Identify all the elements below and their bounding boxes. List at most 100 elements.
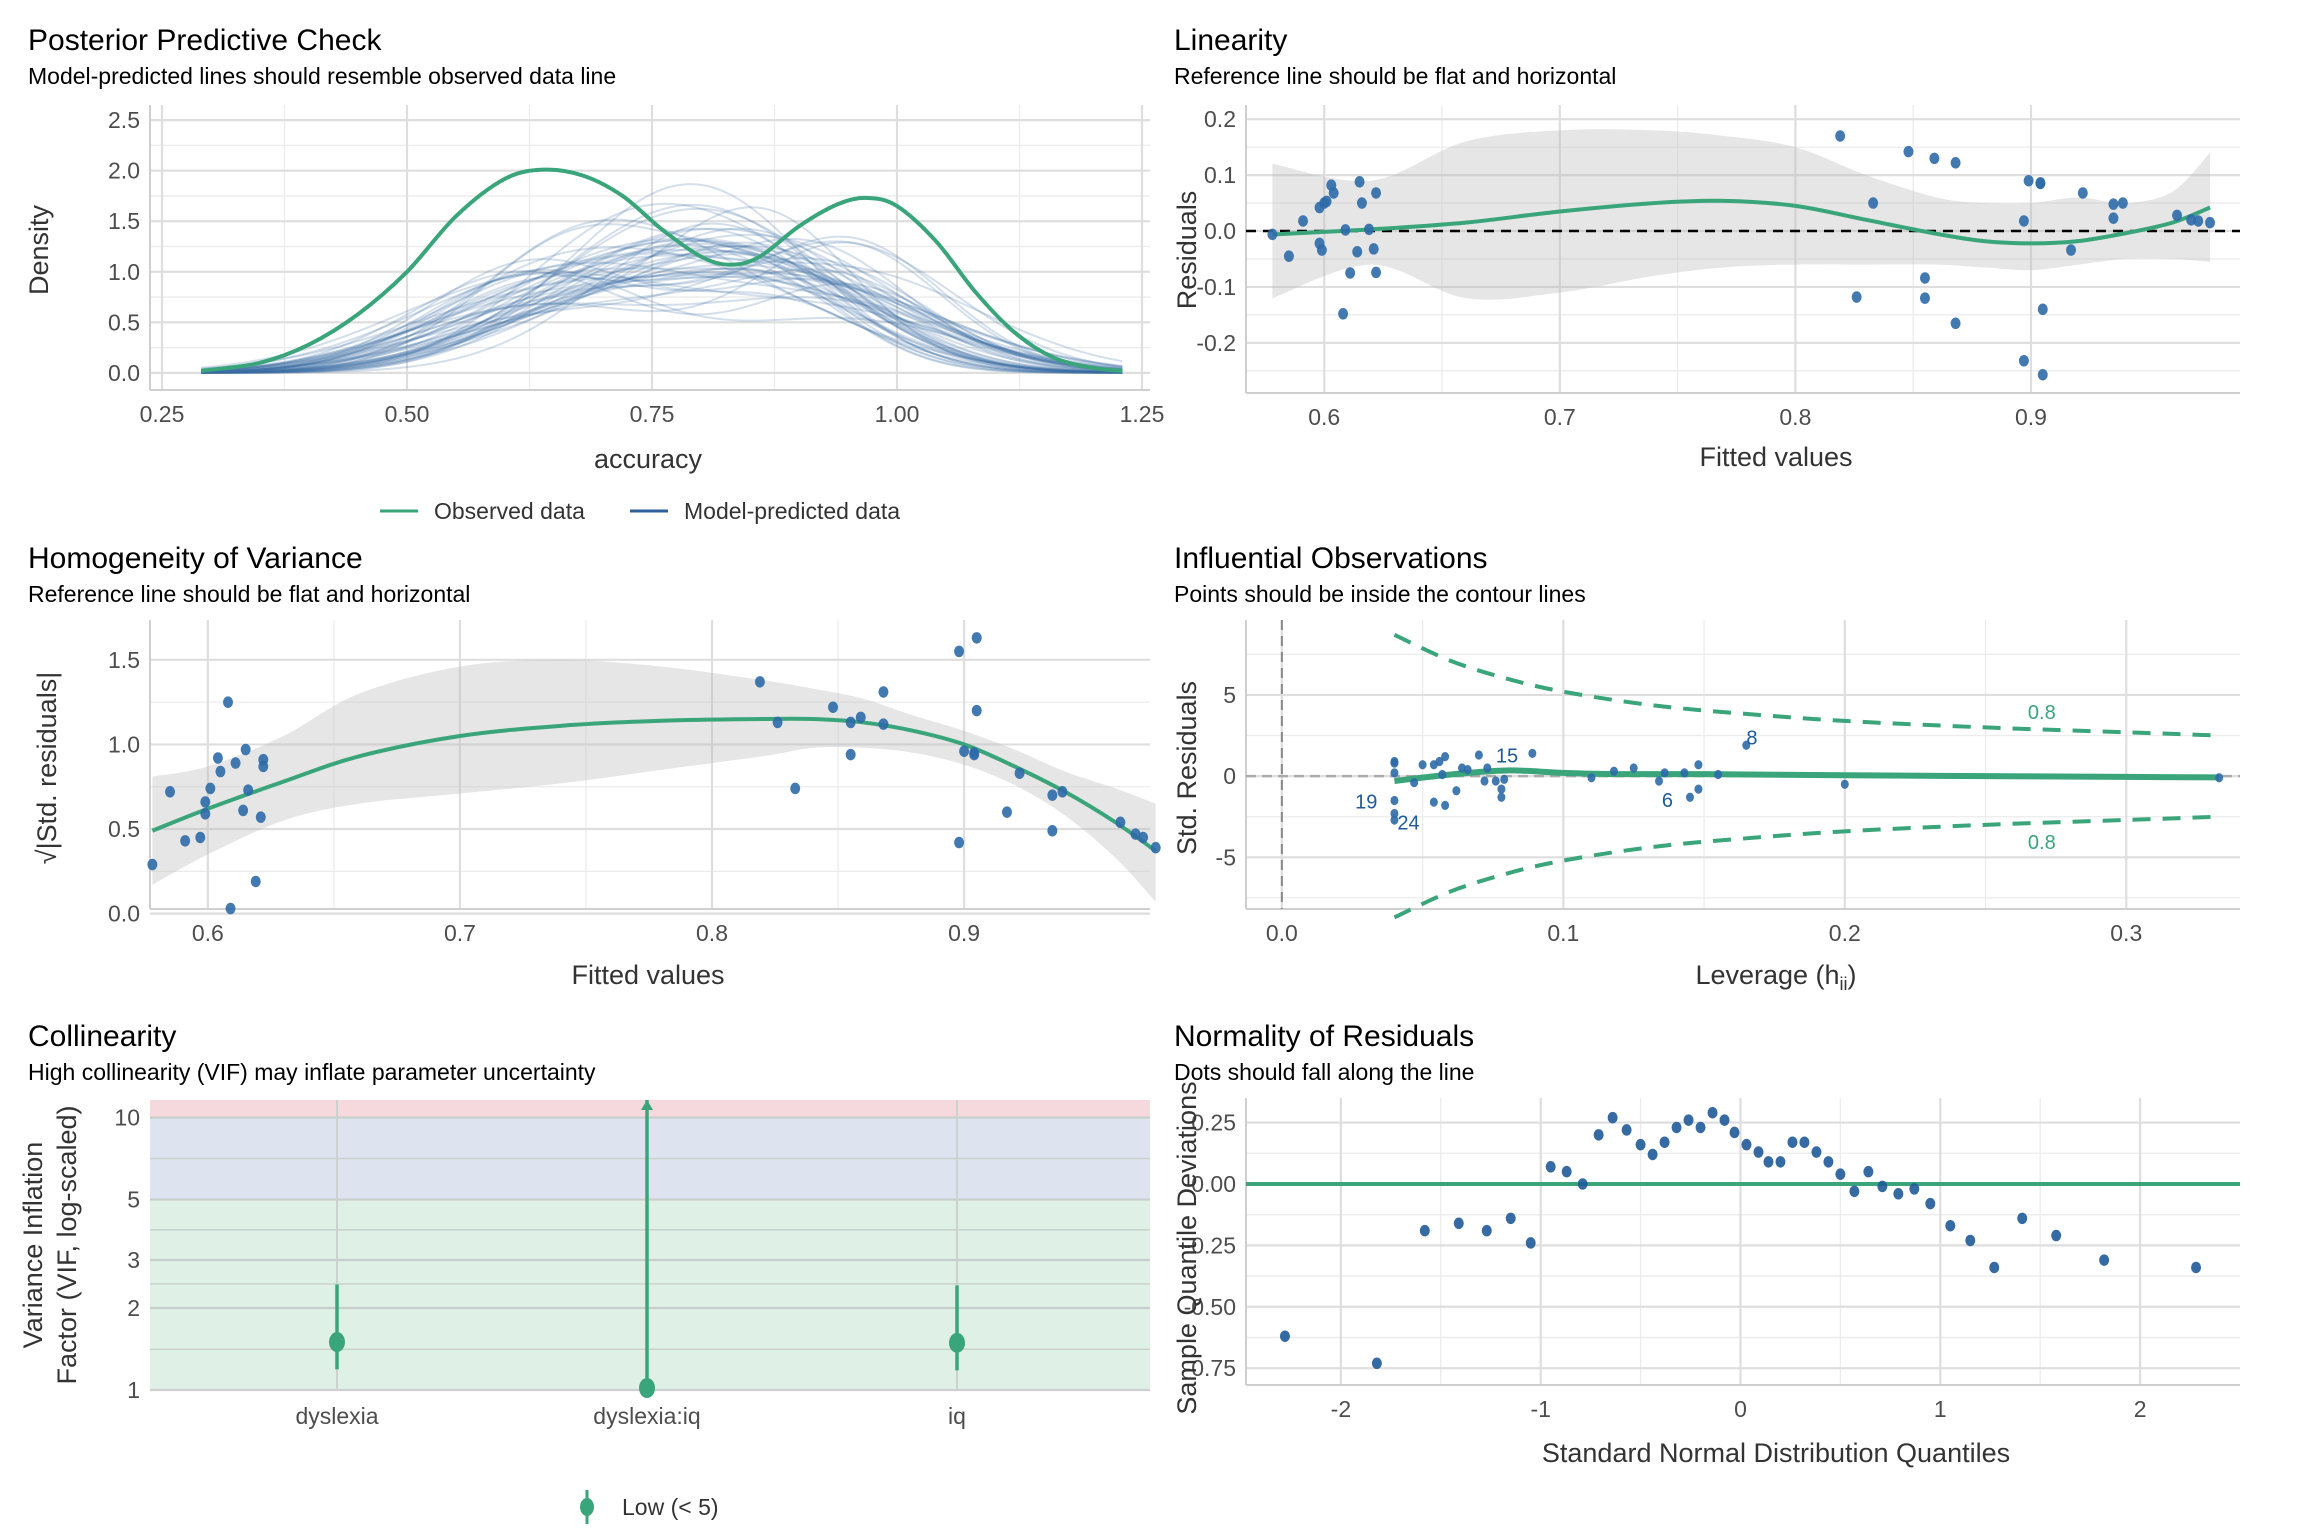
- ppc-predicted-line: [201, 246, 1123, 374]
- homogeneity-data-point: [215, 765, 226, 778]
- ppc-predicted-line: [201, 252, 1123, 374]
- influential-y-tick-label: 5: [1223, 682, 1236, 708]
- homogeneity-data-point: [1150, 841, 1161, 854]
- ppc-predicted-line: [201, 268, 1123, 373]
- panel-homogeneity: Homogeneity of Variance Reference line s…: [28, 542, 1161, 990]
- normality-plot: -2 -1 0 1 2 -0.75 -0.50 -0.25 0.00 0.25: [1184, 1098, 2240, 1422]
- linearity-data-point: [1371, 187, 1382, 199]
- influential-contour-label-lower: 0.8: [2028, 832, 2056, 854]
- influential-y-tick-label: -5: [1216, 844, 1236, 870]
- linearity-data-point: [1328, 187, 1339, 199]
- influential-data-point: [1694, 784, 1703, 794]
- ppc-y-tick-label: 1.0: [108, 259, 140, 285]
- normality-data-point: [1647, 1148, 1658, 1161]
- normality-data-point: [1577, 1178, 1588, 1190]
- ppc-predicted-line: [201, 244, 1123, 374]
- linearity-data-point: [2193, 215, 2204, 227]
- influential-x-tick-label: 0.1: [1547, 920, 1579, 946]
- normality-data-point: [1481, 1224, 1492, 1237]
- influential-data-point: [1390, 795, 1399, 806]
- linearity-data-point: [1340, 224, 1351, 236]
- influential-data-point: [1390, 758, 1399, 768]
- ppc-predicted-line: [201, 237, 1123, 374]
- influential-x-axis-label: Leverage (hii): [1695, 960, 1856, 994]
- ppc-predicted-lines: [201, 183, 1123, 374]
- linearity-x-tick-label: 0.9: [2015, 404, 2047, 430]
- ppc-predicted-line: [201, 183, 1123, 374]
- ppc-predicted-line: [201, 227, 1123, 374]
- ppc-predicted-line: [201, 222, 1123, 374]
- normality-data-point: [1877, 1180, 1888, 1193]
- ppc-predicted-line: [201, 274, 1123, 374]
- linearity-data-point: [2037, 303, 2048, 316]
- homogeneity-data-point: [1047, 824, 1058, 837]
- ppc-predicted-line: [201, 227, 1123, 374]
- normality-data-point: [1635, 1138, 1646, 1151]
- homogeneity-data-point: [1138, 831, 1149, 844]
- linearity-y-tick-label: 0.2: [1204, 106, 1236, 132]
- linearity-data-point: [1919, 272, 1930, 284]
- homogeneity-data-point: [959, 745, 970, 757]
- ppc-predicted-line: [201, 258, 1123, 374]
- linearity-title: Linearity: [1174, 24, 1287, 57]
- influential-data-point: [1410, 778, 1419, 788]
- linearity-data-point: [2108, 212, 2119, 224]
- ppc-predicted-line: [201, 253, 1123, 374]
- ppc-y-tick-label: 2.5: [108, 107, 140, 133]
- ppc-predicted-line: [201, 242, 1123, 374]
- linearity-data-point: [1356, 197, 1367, 209]
- ppc-x-tick-label: 0.75: [630, 401, 675, 427]
- ppc-y-tick-label: 1.5: [108, 208, 140, 234]
- normality-data-point: [1811, 1146, 1822, 1158]
- linearity-subtitle: Reference line should be flat and horizo…: [1174, 63, 1616, 89]
- normality-data-point: [2099, 1254, 2110, 1266]
- homogeneity-data-point: [165, 786, 176, 798]
- homogeneity-y-axis-label: √|Std. residuals|: [32, 672, 62, 864]
- linearity-data-point: [1950, 157, 1961, 169]
- homogeneity-data-point: [828, 701, 839, 713]
- homogeneity-data-point: [1001, 806, 1012, 818]
- homogeneity-confidence-band: [152, 659, 1156, 902]
- linearity-data-point: [1345, 267, 1356, 279]
- linearity-y-tick-label: -0.1: [1196, 274, 1236, 300]
- ppc-predicted-line: [201, 238, 1123, 374]
- linearity-data-point: [2035, 177, 2046, 189]
- legend-low-label: Low (< 5): [622, 1494, 719, 1520]
- ppc-predicted-line: [201, 245, 1123, 373]
- collinearity-y-tick-label: 1: [127, 1377, 140, 1403]
- linearity-data-point: [1363, 223, 1374, 236]
- homogeneity-data-point: [195, 831, 206, 844]
- homogeneity-data-point: [200, 808, 211, 820]
- linearity-data-point: [1354, 176, 1365, 188]
- linearity-confidence-band: [1272, 129, 2211, 300]
- panel-collinearity: Collinearity High collinearity (VIF) may…: [18, 1020, 1150, 1524]
- linearity-data-point: [2066, 244, 2077, 256]
- influential-data-point: [1452, 786, 1461, 796]
- ppc-x-tick-label: 1.25: [1120, 401, 1165, 427]
- panel-linearity: Linearity Reference line should be flat …: [1172, 24, 2240, 472]
- normality-data-point: [1763, 1156, 1774, 1168]
- normality-data-point: [1989, 1261, 2000, 1274]
- linearity-y-axis-label: Residuals: [1172, 191, 1202, 310]
- influential-data-point: [1438, 769, 1447, 780]
- homogeneity-data-point: [180, 835, 191, 847]
- ppc-legend: Observed data Model-predicted data: [380, 498, 900, 524]
- influential-y-tick-label: 0: [1223, 763, 1236, 789]
- influential-data-point: [1528, 748, 1537, 758]
- influential-data-point: [1429, 797, 1438, 807]
- ppc-x-tick-label: 1.00: [875, 401, 920, 427]
- normality-data-point: [1753, 1146, 1764, 1158]
- linearity-data-point: [2172, 209, 2183, 222]
- normality-x-tick-label: 0: [1734, 1396, 1747, 1422]
- ppc-title: Posterior Predictive Check: [28, 24, 382, 57]
- influential-x-tick-label: 0.3: [2110, 920, 2142, 946]
- influential-data-point: [1418, 760, 1427, 770]
- influential-point-label: 19: [1355, 792, 1377, 814]
- influential-data-point: [1497, 784, 1506, 794]
- ppc-predicted-line: [201, 272, 1123, 372]
- influential-data-point: [1441, 752, 1450, 762]
- influential-smooth-line: [1394, 767, 2220, 784]
- influential-data-point: [1685, 792, 1694, 802]
- linearity-data-point: [2108, 198, 2119, 210]
- linearity-data-point: [2018, 355, 2029, 367]
